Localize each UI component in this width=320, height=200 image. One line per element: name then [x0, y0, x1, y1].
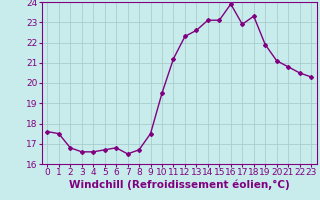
X-axis label: Windchill (Refroidissement éolien,°C): Windchill (Refroidissement éolien,°C) — [69, 180, 290, 190]
